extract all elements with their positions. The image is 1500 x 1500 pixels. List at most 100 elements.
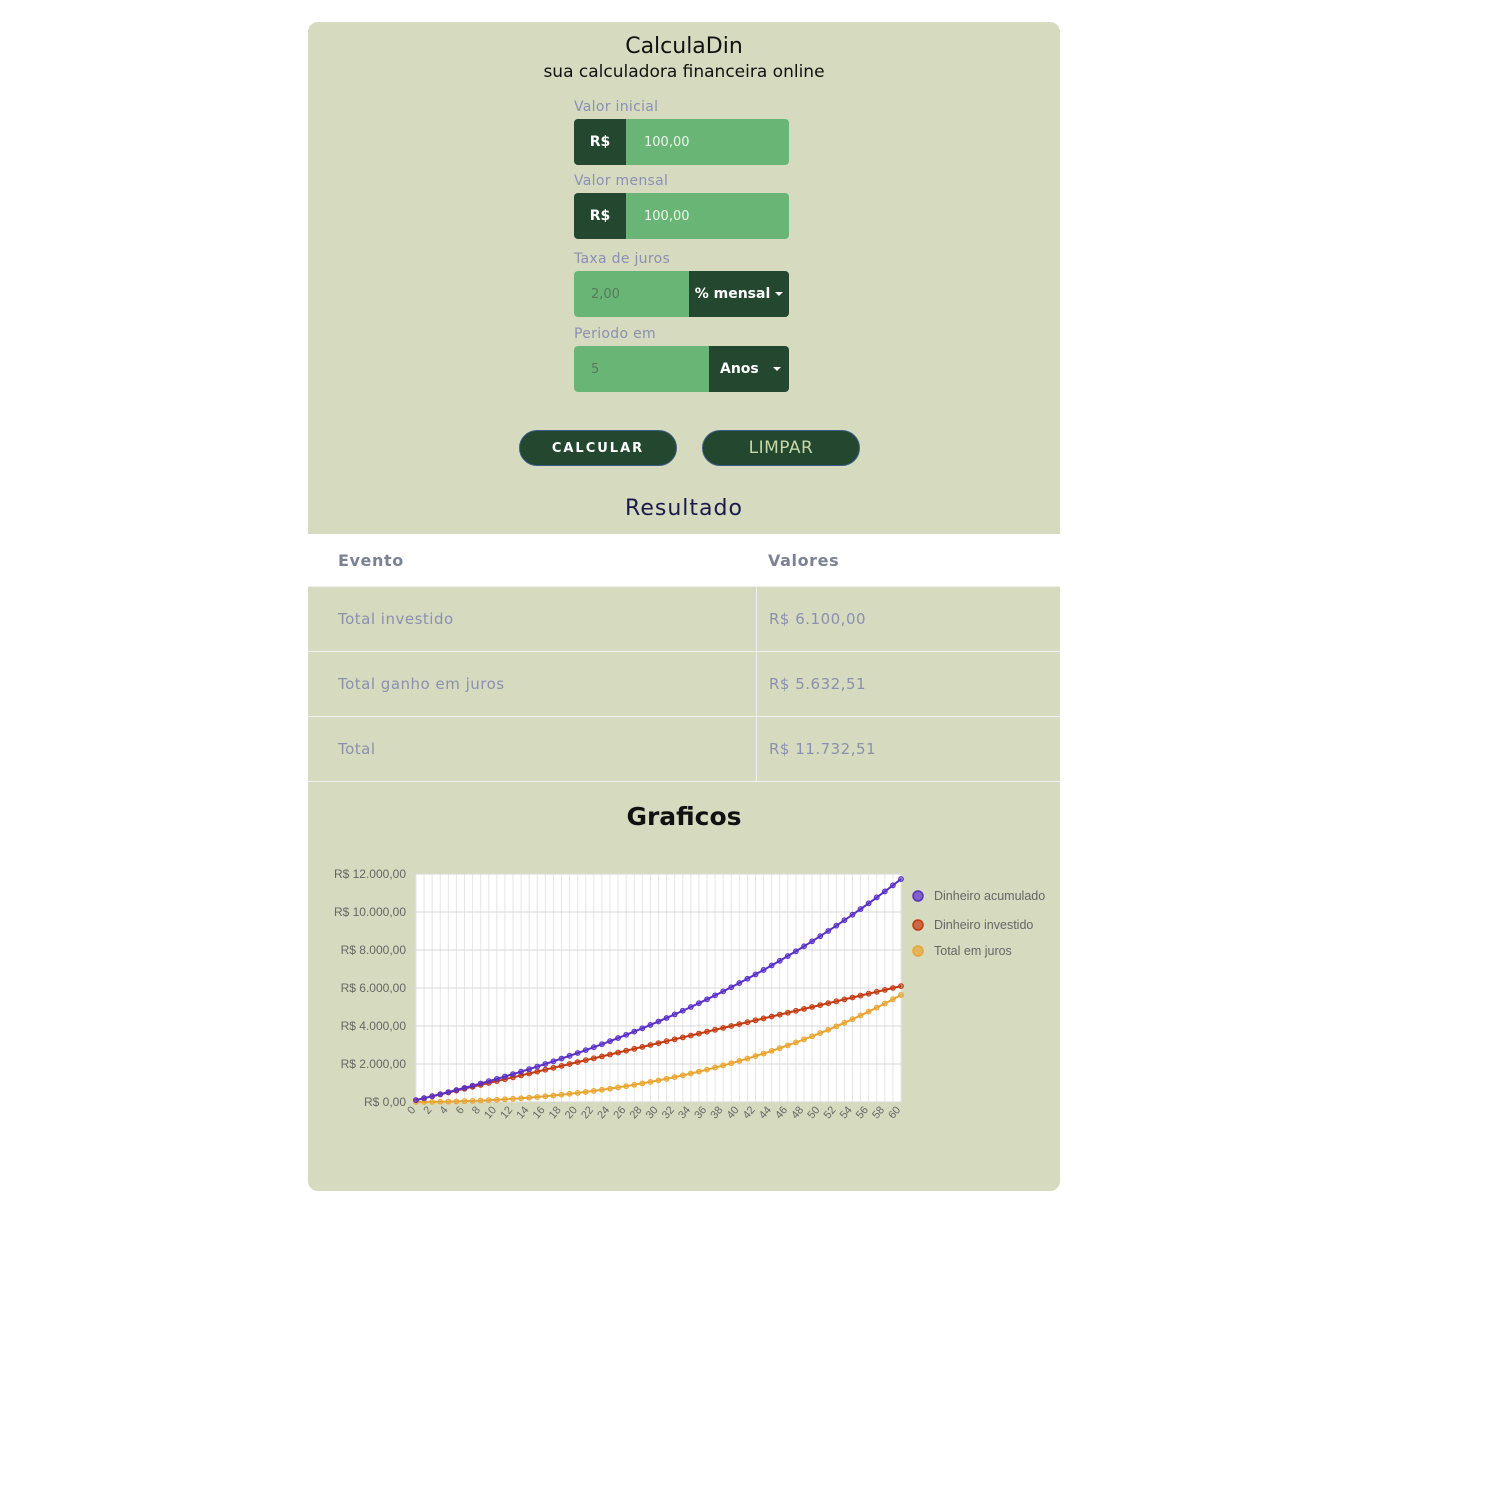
- data-point-total: [437, 1091, 444, 1098]
- data-point-interest: [776, 1045, 783, 1052]
- data-point-interest: [793, 1039, 799, 1046]
- data-point-invested: [857, 992, 864, 999]
- data-point-invested: [558, 1063, 565, 1069]
- x-tick-label: 24: [595, 1104, 612, 1121]
- data-point-total: [461, 1084, 468, 1091]
- data-point-total: [784, 953, 791, 959]
- data-point-interest: [550, 1092, 557, 1099]
- data-point-total: [607, 1038, 613, 1045]
- data-point-total: [833, 922, 840, 929]
- data-point-interest: [477, 1097, 484, 1104]
- x-tick-label: 40: [725, 1104, 742, 1121]
- data-point-total: [671, 1011, 678, 1018]
- limpar-button[interactable]: LIMPAR: [702, 430, 860, 466]
- data-point-total: [526, 1066, 533, 1073]
- data-point-interest: [760, 1050, 767, 1057]
- data-point-total: [890, 882, 896, 889]
- data-point-total: [679, 1007, 686, 1014]
- data-point-interest: [825, 1026, 832, 1033]
- data-point-interest: [542, 1093, 549, 1100]
- data-point-interest: [768, 1048, 775, 1054]
- legend-marker-total: [912, 890, 924, 902]
- data-point-interest: [728, 1060, 735, 1067]
- y-tick-label: R$ 0,00: [364, 1095, 406, 1109]
- x-tick-label: 12: [498, 1104, 515, 1121]
- data-point-invested: [728, 1023, 735, 1029]
- x-tick-label: 60: [886, 1104, 903, 1121]
- data-point-invested: [631, 1045, 638, 1052]
- data-point-total: [590, 1044, 597, 1051]
- data-point-interest: [873, 1004, 880, 1011]
- data-point-invested: [890, 985, 896, 991]
- data-point-total: [712, 992, 718, 999]
- data-point-total: [445, 1089, 452, 1096]
- app-subtitle: sua calculadora financeira online: [543, 62, 825, 82]
- data-point-invested: [801, 1006, 807, 1012]
- data-point-invested: [647, 1042, 654, 1048]
- data-point-invested: [671, 1036, 678, 1043]
- data-point-total: [623, 1031, 630, 1038]
- data-point-interest: [461, 1098, 468, 1105]
- data-point-interest: [647, 1079, 654, 1085]
- column-divider: [756, 652, 757, 716]
- data-point-interest: [493, 1096, 500, 1103]
- valor-mensal-label: Valor mensal: [574, 173, 669, 189]
- data-point-invested: [542, 1066, 549, 1073]
- data-point-invested: [809, 1004, 815, 1010]
- data-point-interest: [687, 1070, 694, 1077]
- x-tick-label: 28: [628, 1104, 645, 1121]
- data-point-interest: [485, 1097, 492, 1104]
- data-point-interest: [736, 1058, 743, 1064]
- periodo-group: 5 Anos: [574, 346, 789, 392]
- data-point-total: [696, 1000, 702, 1007]
- chevron-down-icon: [772, 367, 781, 371]
- data-point-invested: [720, 1025, 727, 1031]
- data-point-interest: [801, 1036, 807, 1043]
- data-point-interest: [599, 1086, 605, 1093]
- data-point-interest: [445, 1098, 452, 1105]
- data-point-interest: [752, 1053, 759, 1059]
- data-point-total: [687, 1004, 694, 1010]
- x-tick-label: 22: [579, 1104, 596, 1121]
- x-tick-label: 38: [708, 1104, 725, 1121]
- x-tick-label: 4: [438, 1104, 451, 1116]
- data-point-invested: [663, 1038, 670, 1045]
- valor-inicial-input[interactable]: 100,00: [626, 119, 789, 165]
- data-point-invested: [898, 983, 904, 990]
- currency-prefix: R$: [574, 119, 626, 165]
- calcular-button[interactable]: CALCULAR: [519, 430, 677, 466]
- resultado-title: Resultado: [625, 496, 743, 521]
- data-point-interest: [809, 1033, 815, 1040]
- data-point-total: [881, 888, 888, 895]
- taxa-input[interactable]: 2,00: [574, 271, 689, 317]
- chevron-down-icon: [775, 292, 784, 296]
- y-tick-label: R$ 10.000,00: [334, 905, 406, 919]
- data-point-interest: [623, 1083, 630, 1090]
- data-point-invested: [712, 1026, 718, 1033]
- data-point-interest: [744, 1055, 751, 1062]
- data-point-invested: [615, 1049, 621, 1056]
- periodo-unit-dropdown[interactable]: Anos: [709, 346, 789, 392]
- data-point-interest: [817, 1030, 824, 1036]
- taxa-unit-dropdown[interactable]: % mensal: [689, 271, 789, 317]
- data-point-invested: [784, 1009, 791, 1016]
- data-point-total: [841, 917, 848, 924]
- x-tick-label: 54: [838, 1104, 855, 1121]
- data-point-total: [493, 1075, 500, 1082]
- data-point-total: [510, 1071, 516, 1078]
- limpar-button-label: LIMPAR: [748, 438, 814, 458]
- data-point-interest: [881, 1000, 888, 1007]
- taxa-label: Taxa de juros: [574, 251, 671, 267]
- x-tick-label: 30: [644, 1104, 661, 1121]
- x-tick-label: 8: [470, 1104, 483, 1116]
- data-point-total: [655, 1018, 662, 1025]
- data-point-interest: [849, 1016, 856, 1023]
- data-point-invested: [582, 1057, 589, 1064]
- data-point-interest: [453, 1098, 460, 1105]
- valor-mensal-input[interactable]: 100,00: [626, 193, 789, 239]
- data-point-interest: [510, 1095, 516, 1102]
- data-point-interest: [696, 1068, 702, 1075]
- data-point-interest: [671, 1074, 678, 1080]
- data-point-total: [582, 1047, 589, 1054]
- periodo-input[interactable]: 5: [574, 346, 709, 392]
